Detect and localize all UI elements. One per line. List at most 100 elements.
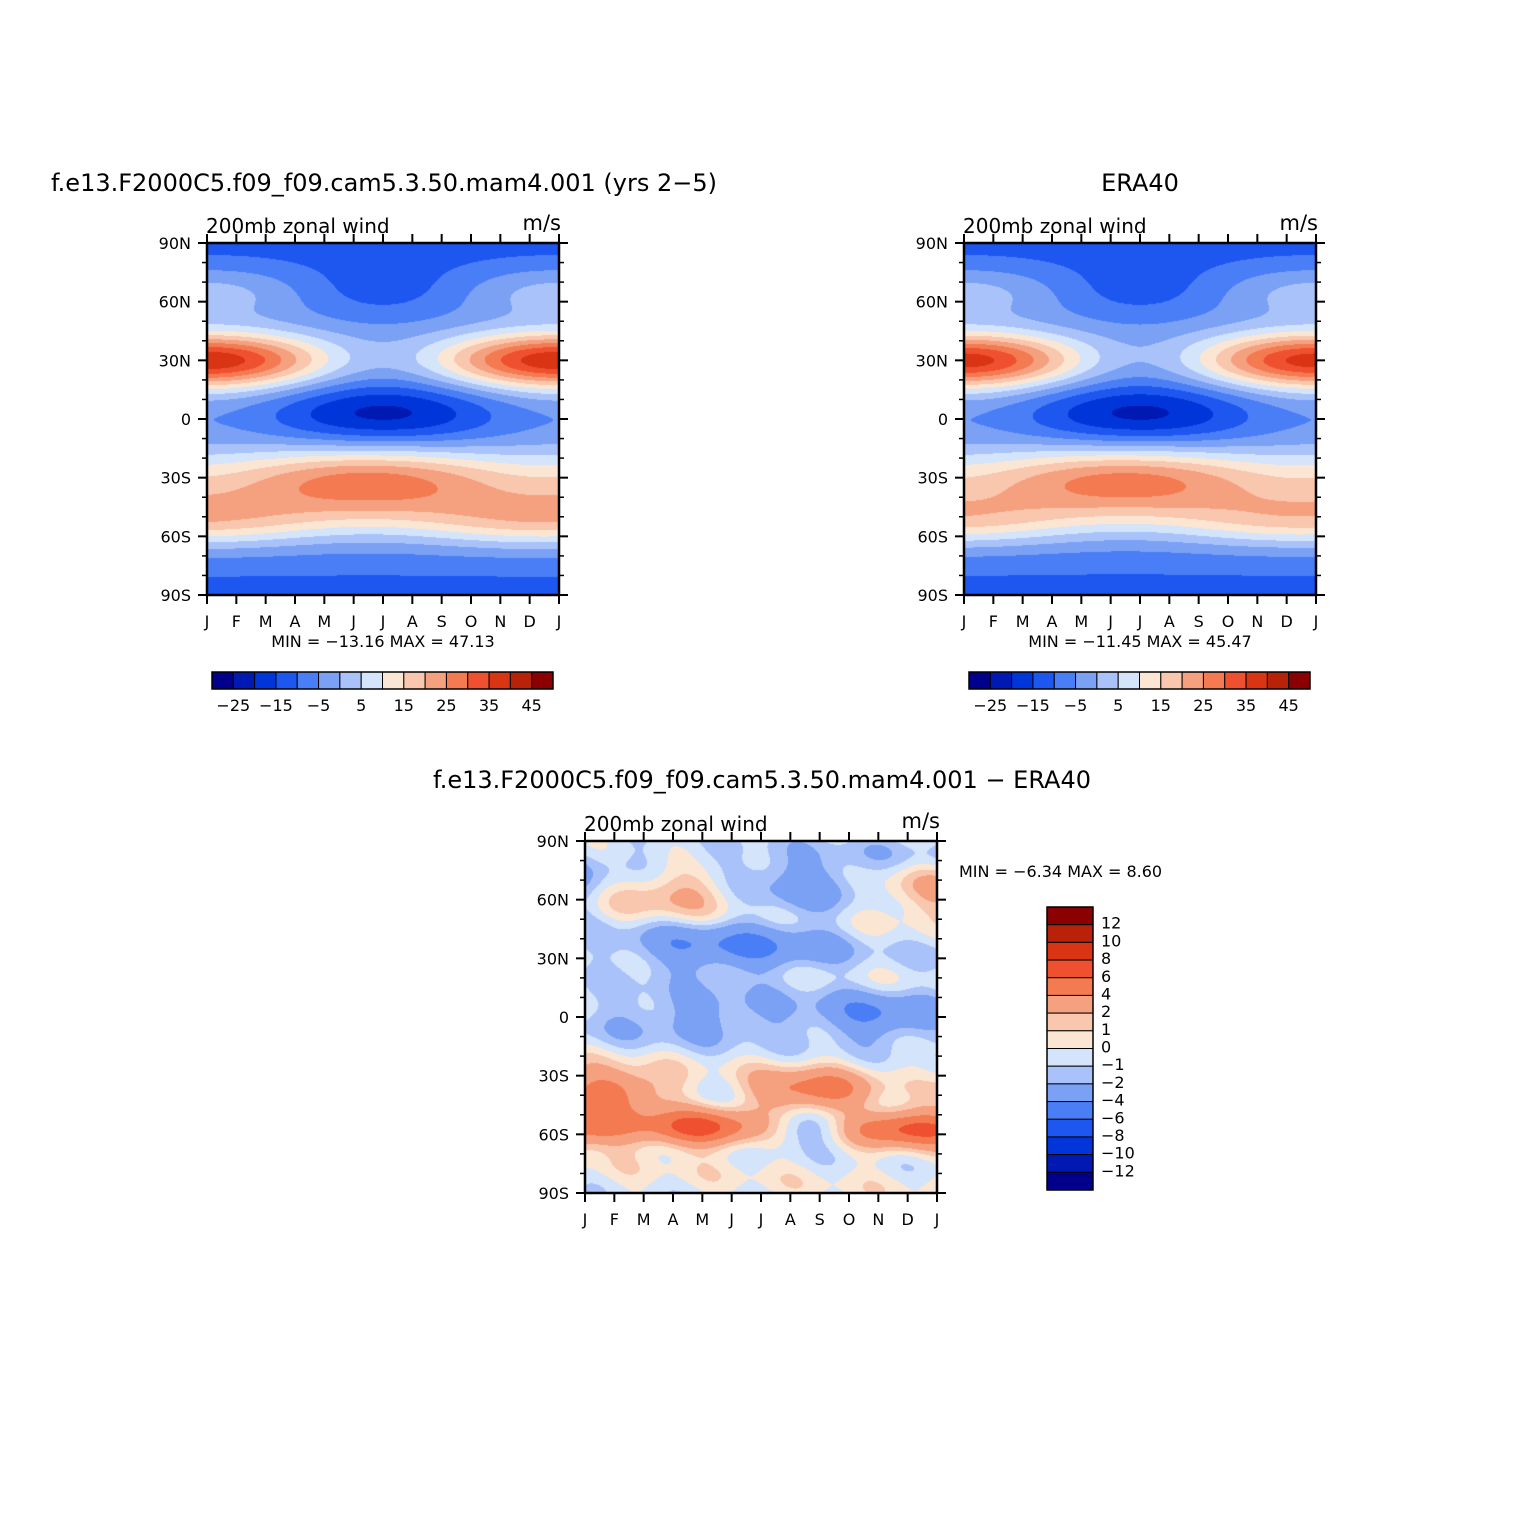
diff-xtick-label: O xyxy=(843,1210,856,1229)
obs-ytick-label: 30S xyxy=(917,469,948,488)
model-colorbar-label: −15 xyxy=(259,696,293,715)
model-colorbar-box xyxy=(360,671,383,690)
diff-panel-title: f.e13.F2000C5.f09_f09.cam5.3.50.mam4.001… xyxy=(433,766,1091,794)
model-colorbar-label: −25 xyxy=(216,696,250,715)
obs-left-label: 200mb zonal wind xyxy=(963,214,1147,238)
diff-xtick-label: M xyxy=(637,1210,651,1229)
obs-xtick-label: O xyxy=(1222,612,1235,631)
diff-ytick-label: 60N xyxy=(537,891,569,910)
model-xtick-label: J xyxy=(556,612,562,631)
obs-colorbar-box xyxy=(1288,671,1311,690)
obs-field-shading xyxy=(964,243,1316,595)
obs-colorbar-label: 35 xyxy=(1236,696,1256,715)
diff-field-shading xyxy=(585,841,937,1193)
obs-units-label: m/s xyxy=(1280,211,1318,235)
model-colorbar-box xyxy=(424,671,447,690)
diff-colorbar-label: −10 xyxy=(1101,1144,1135,1163)
obs-colorbar-box xyxy=(1075,671,1098,690)
diff-stats-text: MIN = −6.34 MAX = 8.60 xyxy=(959,862,1162,881)
model-ytick-label: 60N xyxy=(159,293,191,312)
obs-xtick-label: F xyxy=(989,612,998,631)
obs-colorbar-box xyxy=(1202,671,1226,690)
model-xtick-label: A xyxy=(290,612,301,631)
diff-xtick-label: J xyxy=(758,1210,764,1229)
diff-xtick-label: D xyxy=(902,1210,914,1229)
obs-xtick-label: J xyxy=(1313,612,1319,631)
diff-ytick-label: 90N xyxy=(537,832,569,851)
diff-colorbar-box xyxy=(1046,1012,1094,1032)
model-colorbar-label: 5 xyxy=(356,696,366,715)
model-colorbar-box xyxy=(403,671,426,690)
obs-xtick-label: M xyxy=(1016,612,1030,631)
model-xtick-label: A xyxy=(407,612,418,631)
model-colorbar-box xyxy=(339,671,362,690)
diff-xtick-label: J xyxy=(934,1210,940,1229)
model-colorbar: −25 −15 −5 5 15 25 35 45 xyxy=(211,671,554,715)
model-colorbar-frame xyxy=(211,671,554,690)
obs-colorbar-label: 25 xyxy=(1193,696,1213,715)
diff-xtick-label: J xyxy=(728,1210,734,1229)
obs-colorbar-box xyxy=(1160,671,1183,690)
diff-xtick-label: F xyxy=(610,1210,619,1229)
obs-xtick-label: J xyxy=(961,612,967,631)
model-ytick-label: 90S xyxy=(160,586,191,605)
diff-colorbar-label: 2 xyxy=(1101,1002,1111,1021)
model-ytick-label: 60S xyxy=(160,527,191,546)
model-xtick-label: J xyxy=(204,612,210,631)
diff-xtick-label: N xyxy=(872,1210,884,1229)
diff-colorbar-label: −6 xyxy=(1101,1108,1125,1127)
model-colorbar-box xyxy=(488,671,511,690)
model-left-label: 200mb zonal wind xyxy=(206,214,390,238)
model-colorbar-box xyxy=(318,671,341,690)
diff-xtick-label: S xyxy=(815,1210,825,1229)
obs-xtick-label: N xyxy=(1251,612,1263,631)
diff-colorbar-label: 12 xyxy=(1101,914,1121,933)
diff-colorbar-box xyxy=(1046,1101,1094,1120)
obs-colorbar-label: 5 xyxy=(1113,696,1123,715)
diff-colorbar-box xyxy=(1046,1154,1094,1173)
diff-colorbar-box xyxy=(1046,1030,1094,1049)
obs-colorbar-box xyxy=(1139,671,1162,690)
model-colorbar-box xyxy=(382,671,405,690)
obs-ytick-label: 60S xyxy=(917,527,948,546)
diff-xtick-label: A xyxy=(668,1210,679,1229)
model-ytick-label: 30S xyxy=(160,469,191,488)
diff-colorbar-label: 4 xyxy=(1101,984,1111,1003)
obs-xtick-label: A xyxy=(1164,612,1175,631)
model-colorbar-label: −5 xyxy=(307,696,331,715)
model-colorbar-box xyxy=(509,671,533,690)
model-xtick-label: O xyxy=(465,612,478,631)
model-xtick-label: M xyxy=(259,612,273,631)
obs-colorbar-box xyxy=(968,671,991,690)
obs-xtick-label: M xyxy=(1074,612,1088,631)
model-xtick-label: D xyxy=(524,612,536,631)
diff-colorbar-frame xyxy=(1046,906,1094,1191)
model-colorbar-box xyxy=(232,671,256,690)
model-ytick-label: 30N xyxy=(159,351,191,370)
obs-colorbar-label: −15 xyxy=(1016,696,1050,715)
obs-xtick-label: J xyxy=(1107,612,1113,631)
obs-colorbar-label: −5 xyxy=(1064,696,1088,715)
diff-colorbar-label: −1 xyxy=(1101,1055,1125,1074)
diff-colorbar-label: 0 xyxy=(1101,1038,1111,1057)
obs-ytick-label: 60N xyxy=(916,293,948,312)
diff-colorbar-label: −8 xyxy=(1101,1126,1125,1145)
obs-panel-title: ERA40 xyxy=(1101,169,1179,197)
model-xtick-label: F xyxy=(232,612,241,631)
obs-colorbar-box xyxy=(1011,671,1034,690)
obs-colorbar-box xyxy=(1224,671,1247,690)
obs-colorbar-box xyxy=(1181,671,1204,690)
diff-ytick-label: 30N xyxy=(537,949,569,968)
obs-colorbar-box xyxy=(1117,671,1140,690)
obs-ytick-label: 90S xyxy=(917,586,948,605)
model-colorbar-label: 15 xyxy=(394,696,414,715)
obs-xtick-label: J xyxy=(1137,612,1143,631)
obs-xtick-label: S xyxy=(1194,612,1204,631)
obs-stats-text: MIN = −11.45 MAX = 45.47 xyxy=(1028,632,1251,651)
obs-ytick-label: 0 xyxy=(938,410,948,429)
model-xtick-label: J xyxy=(380,612,386,631)
diff-ytick-label: 0 xyxy=(559,1008,569,1027)
